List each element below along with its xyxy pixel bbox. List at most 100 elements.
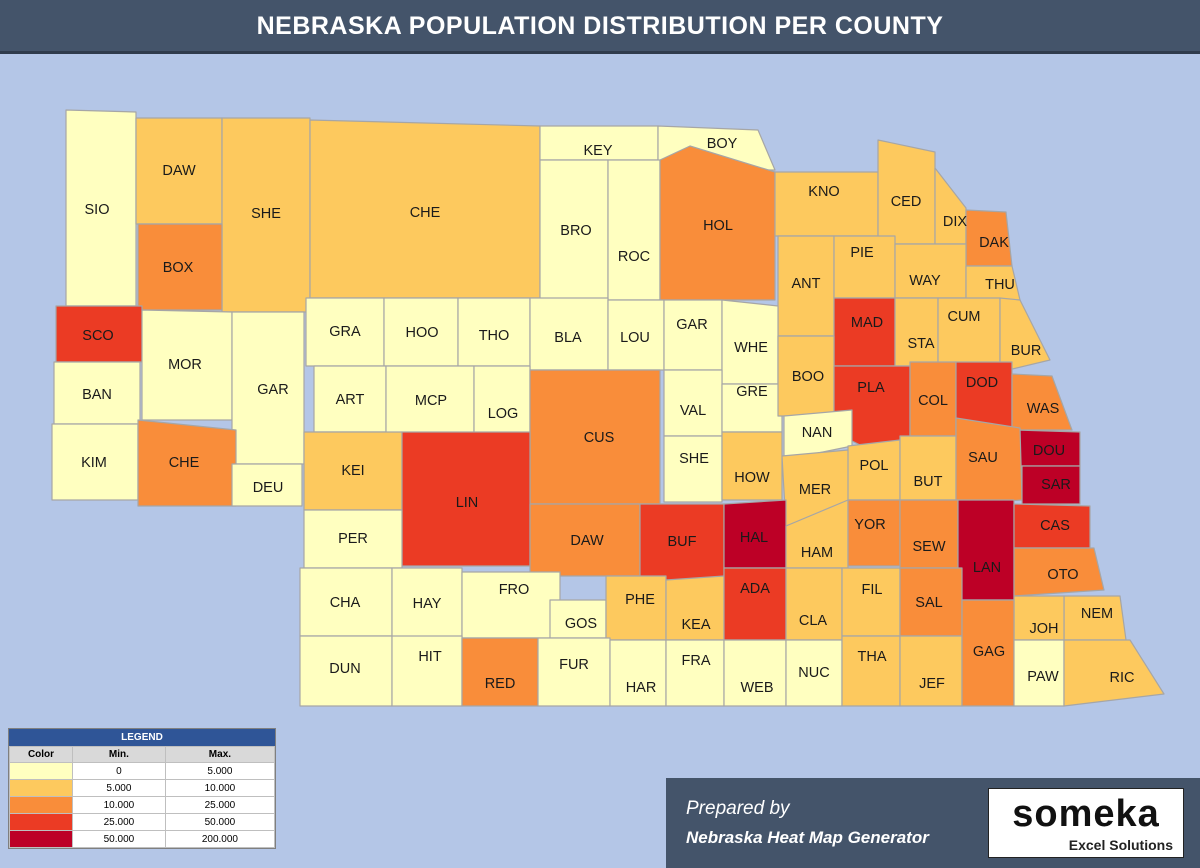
legend-min: 5.000 [72,779,166,797]
county-label: HAY [413,596,442,612]
county-label: GRE [736,384,768,400]
title-bar: NEBRASKA POPULATION DISTRIBUTION PER COU… [0,0,1200,54]
county-label: WAY [909,273,941,289]
county-cla[interactable] [785,567,843,641]
county-she[interactable] [663,435,723,503]
legend-min: 0 [72,762,166,780]
county-label: HOO [405,325,438,341]
county-label: ADA [740,581,770,597]
county-lan[interactable] [957,499,1015,601]
county-label: KEI [341,463,364,479]
county-label: LIN [456,495,479,511]
county-tha[interactable] [841,635,901,707]
county-label: FUR [559,657,589,673]
legend-max: 10.000 [164,779,276,797]
county-label: MOR [168,357,202,373]
legend-table: Color Min. Max. 0 5.000 5.000 10.000 10.… [9,746,276,848]
county-label: YOR [854,517,885,533]
county-log[interactable] [473,365,531,435]
county-label: LOG [488,406,519,422]
legend-swatch [9,762,73,780]
county-jef[interactable] [899,635,963,707]
county-fra[interactable] [665,639,725,707]
county-deu[interactable] [231,463,303,507]
county-label: HOL [703,218,733,234]
county-label: CHA [330,595,361,611]
county-phe[interactable] [605,575,667,641]
county-label: JEF [919,676,945,692]
county-was[interactable] [1011,373,1073,431]
county-hit[interactable] [391,635,463,707]
logo-wordmark: someka [1012,793,1160,835]
county-label: NEM [1081,606,1113,622]
county-mad[interactable] [833,297,896,367]
county-label: CAS [1040,518,1070,534]
county-sta[interactable] [894,297,939,367]
county-label: KEY [583,143,612,159]
county-how[interactable] [721,431,783,501]
county-label: GAR [257,382,288,398]
legend-min: 25.000 [72,813,166,831]
logo-subtitle: Excel Solutions [1068,837,1173,853]
county-label: BAN [82,387,112,403]
county-label: CUM [947,309,980,325]
legend-max: 25.000 [164,796,276,814]
county-yor[interactable] [847,499,901,567]
county-ric[interactable] [1063,639,1165,707]
county-label: BOY [707,136,738,152]
county-label: VAL [680,403,706,419]
county-label: DAK [979,235,1009,251]
county-label: GRA [329,324,361,340]
county-fil[interactable] [841,567,901,637]
county-label: NAN [802,425,833,441]
county-kno[interactable] [774,171,879,237]
county-label: POL [859,458,888,474]
county-label: CHE [169,455,200,471]
county-ced[interactable] [877,139,936,245]
county-label: PER [338,531,368,547]
county-gar[interactable] [663,299,723,371]
county-label: HAL [740,530,768,546]
county-label: ROC [618,249,650,265]
county-roc[interactable] [607,159,661,301]
county-label: JOH [1030,621,1059,637]
county-red[interactable] [461,637,539,707]
county-label: DIX [943,214,968,230]
legend-row: 10.000 25.000 [9,796,276,814]
county-way[interactable] [894,243,967,299]
county-sew[interactable] [899,499,959,569]
county-web[interactable] [723,639,787,707]
county-label: GAR [676,317,707,333]
county-bur[interactable] [999,297,1051,373]
county-label: WEB [740,680,773,696]
branding-panel: Prepared by Nebraska Heat Map Generator … [666,778,1200,868]
county-but[interactable] [899,435,957,501]
county-dix[interactable] [934,167,967,245]
generator-name: Nebraska Heat Map Generator [686,828,929,847]
county-label: COL [918,393,948,409]
county-label: KIM [81,455,107,471]
county-sar[interactable] [1021,465,1081,505]
county-label: BUF [668,534,697,550]
county-label: SAL [915,595,942,611]
legend-swatch [9,813,73,831]
map-title: NEBRASKA POPULATION DISTRIBUTION PER COU… [256,12,944,40]
county-box[interactable] [137,223,223,311]
county-label: THA [858,649,887,665]
county-label: SCO [82,328,113,344]
county-label: HAM [801,545,833,561]
legend-header-min: Min. [72,746,166,763]
legend-min: 50.000 [72,830,166,848]
legend-title: LEGEND [9,729,275,746]
county-har[interactable] [609,639,667,707]
legend-row: 0 5.000 [9,762,276,780]
county-ada[interactable] [723,567,787,641]
county-oto[interactable] [1013,547,1105,597]
county-label: LOU [620,330,650,346]
county-label: PIE [850,245,874,261]
county-label: MCP [415,393,447,409]
county-label: PHE [625,592,655,608]
someka-logo[interactable]: someka Excel Solutions [988,788,1184,858]
county-label: PAW [1027,669,1059,685]
county-label: MER [799,482,831,498]
